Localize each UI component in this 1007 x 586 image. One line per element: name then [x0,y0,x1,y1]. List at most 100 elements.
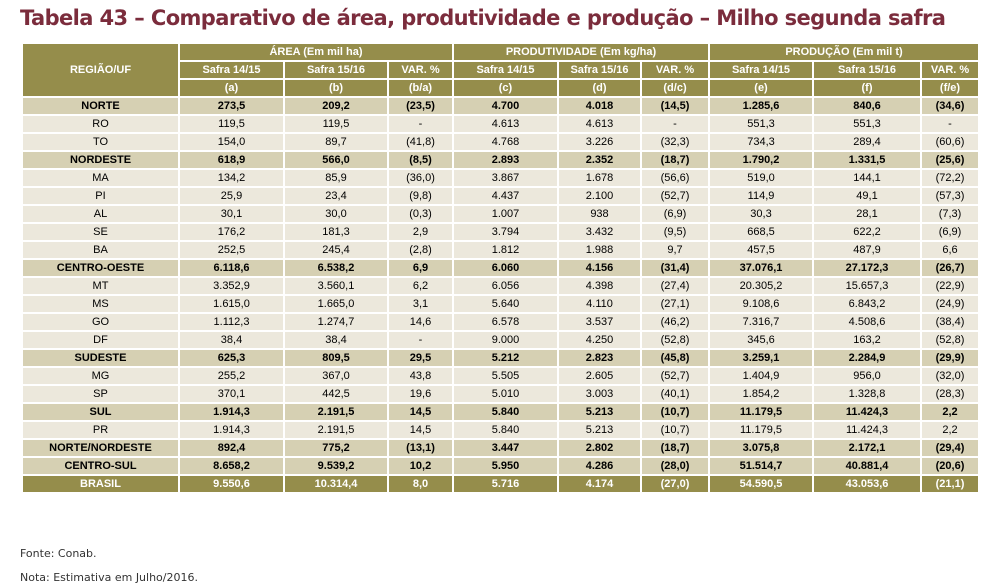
value-cell: (14,5) [639,96,711,116]
value-cell: 3.003 [557,384,642,404]
table-row: BRASIL 9.550,6 10.314,4 8,0 5.716 4.174 (27,0)… [21,474,981,494]
region-cell: SP [21,384,180,404]
value-cell: 3.867 [452,168,559,188]
value-cell: (26,7) [920,258,981,278]
value-cell: 9.539,2 [283,456,389,476]
table-row: BA 252,5 245,4 (2,8) 1.812 1.988 9,7 457,5 487,9… [21,240,981,260]
value-cell: 30,3 [708,204,815,224]
value-cell: 840,6 [812,96,923,116]
value-cell: 6.578 [452,312,559,332]
value-cell: 2.284,9 [812,348,923,368]
value-cell: 3.794 [452,222,559,242]
value-cell: 5.505 [452,366,559,386]
value-cell: (23,5) [387,96,454,116]
value-cell: (41,8) [387,132,454,152]
value-cell: 3.560,1 [283,276,389,296]
value-cell: (45,8) [639,348,711,368]
value-cell: 4.018 [557,96,642,116]
header-subcol-row: Safra 14/15 Safra 15/16 VAR. % Safra 14/15 S… [22,60,981,80]
table-row: NORTE 273,5 209,2 (23,5) 4.700 4.018 (14,5) 1.2… [21,96,981,116]
value-cell: 4.508,6 [812,312,923,332]
value-cell: 38,4 [178,330,285,350]
header-letter: (a) [178,78,285,98]
value-cell: 2.191,5 [283,420,389,440]
value-cell: 5.213 [557,420,642,440]
value-cell: 1.812 [452,240,559,260]
header-letter: (b/a) [387,78,454,98]
value-cell: 1.914,3 [178,420,285,440]
value-cell: 566,0 [283,150,389,170]
value-cell: 551,3 [812,114,923,134]
value-cell: 40.881,4 [812,456,923,476]
value-cell: 4.613 [557,114,642,134]
value-cell: 11.179,5 [708,402,815,422]
value-cell: (31,4) [639,258,711,278]
value-cell: (9,8) [387,186,454,206]
value-cell: - [387,114,454,134]
value-cell: 367,0 [283,366,389,386]
value-cell: 4.398 [557,276,642,296]
value-cell: 30,1 [178,204,285,224]
value-cell: 2.100 [557,186,642,206]
value-cell: 25,9 [178,186,285,206]
value-cell: 457,5 [708,240,815,260]
region-cell: AL [21,204,180,224]
value-cell: 11.424,3 [812,402,923,422]
region-cell: NORDESTE [21,150,180,170]
value-cell: (72,2) [920,168,981,188]
table-row: NORTE/NORDESTE 892,4 775,2 (13,1) 3.447 2.802… [21,438,981,458]
value-cell: 11.424,3 [812,420,923,440]
value-cell: 9.108,6 [708,294,815,314]
table-row: SP 370,1 442,5 19,6 5.010 3.003 (40,1) 1.854,2 1… [21,384,981,404]
value-cell: 14,5 [387,402,454,422]
header-letter: (d/c) [639,78,711,98]
value-cell: 487,9 [812,240,923,260]
value-cell: 734,3 [708,132,815,152]
value-cell: 181,3 [283,222,389,242]
value-cell: 2.352 [557,150,642,170]
value-cell: 176,2 [178,222,285,242]
value-cell: 6,2 [387,276,454,296]
table-row: MS 1.615,0 1.665,0 3,1 5.640 4.110 (27,1) 9.108… [21,294,981,314]
value-cell: 85,9 [283,168,389,188]
value-cell: (24,9) [920,294,981,314]
value-cell: 4.286 [557,456,642,476]
table-row: SUDESTE 625,3 809,5 29,5 5.212 2.823 (45,8) 3.2… [21,348,981,368]
value-cell: 29,5 [387,348,454,368]
header-subcol: Safra 15/16 [557,60,642,80]
value-cell: 3.447 [452,438,559,458]
value-cell: 1.285,6 [708,96,815,116]
value-cell: 1.678 [557,168,642,188]
region-cell: NORTE/NORDESTE [21,438,180,458]
table-row: SE 176,2 181,3 2,9 3.794 3.432 (9,5) 668,5 622,2… [21,222,981,242]
value-cell: 245,4 [283,240,389,260]
value-cell: 144,1 [812,168,923,188]
table-body: NORTE 273,5 209,2 (23,5) 4.700 4.018 (14,5) 1.2… [21,96,981,494]
value-cell: - [639,114,711,134]
value-cell: 1.404,9 [708,366,815,386]
value-cell: 89,7 [283,132,389,152]
value-cell: 2.172,1 [812,438,923,458]
value-cell: 1.274,7 [283,312,389,332]
value-cell: 289,4 [812,132,923,152]
value-cell: 38,4 [283,330,389,350]
value-cell: 668,5 [708,222,815,242]
value-cell: (52,7) [639,366,711,386]
table-row: DF 38,4 38,4-9.000 4.250 (52,8) 345,6 163,2 (52… [21,330,981,350]
value-cell: 1.665,0 [283,294,389,314]
value-cell: (46,2) [639,312,711,332]
value-cell: 2.191,5 [283,402,389,422]
value-cell: (52,8) [920,330,981,350]
table-row: AL 30,1 30,0 (0,3) 1.007 938 (6,9) 30,3 28,1 (7,3… [21,204,981,224]
comparison-table: REGIÃO/UF ÁREA (Em mil ha) PRODUTIVIDADE… [21,42,981,494]
table-row: MA 134,2 85,9 (36,0) 3.867 1.678 (56,6) 519,0 14… [21,168,981,188]
value-cell: 4.613 [452,114,559,134]
header-region: REGIÃO/UF [21,42,180,98]
value-cell: (13,1) [387,438,454,458]
value-cell: 2.802 [557,438,642,458]
value-cell: 252,5 [178,240,285,260]
header-subcol: Safra 15/16 [283,60,389,80]
value-cell: 5.840 [452,420,559,440]
value-cell: (0,3) [387,204,454,224]
value-cell: 14,5 [387,420,454,440]
